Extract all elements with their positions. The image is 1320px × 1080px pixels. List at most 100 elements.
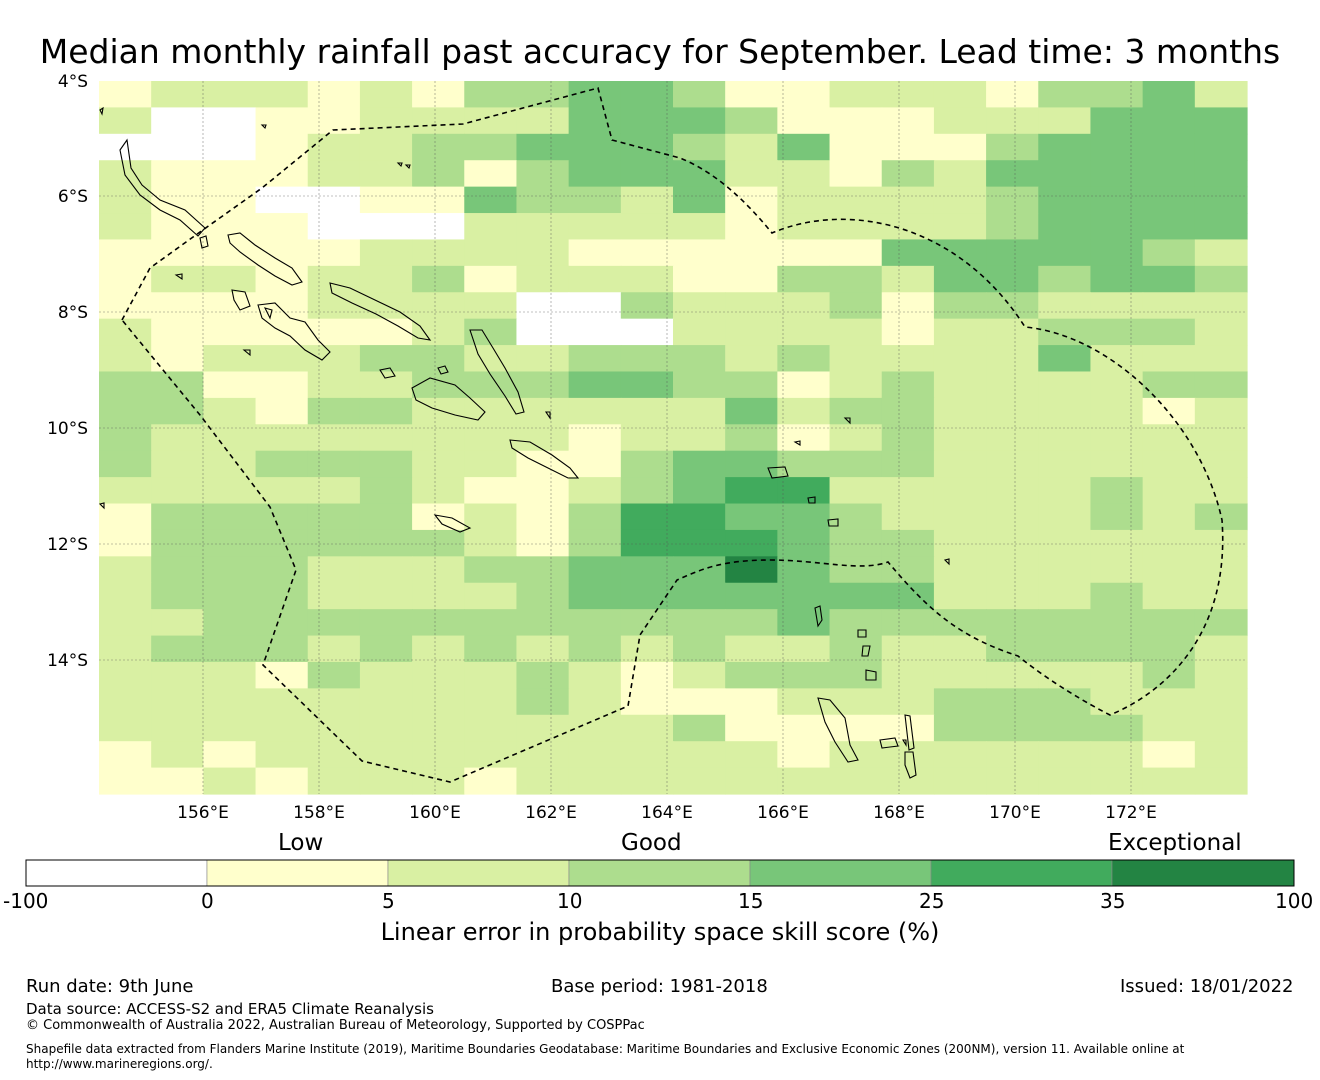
skill-cell [151,239,204,267]
skill-cell [829,767,883,795]
skill-cell [464,582,518,610]
skill-cell [829,609,883,637]
skill-cell [99,582,152,610]
skill-cell [568,450,622,478]
colorbar-swatch [749,859,932,887]
skill-cell [673,265,726,293]
island-santa-isabel [257,302,331,361]
skill-cell [881,81,935,109]
skill-cell [777,107,831,135]
skill-cell [829,186,883,214]
skill-cell [255,107,309,135]
graticule [99,81,1247,794]
skill-cell [203,477,257,505]
skill-cell [99,529,152,557]
skill-cell [99,133,152,161]
run-date: Run date: 9th June [26,976,194,997]
skill-cell [568,213,622,241]
skill-cell [725,661,778,689]
skill-cell [99,160,152,188]
island-florida [379,367,396,379]
island-choiseul [329,282,432,341]
skill-cell [1090,556,1144,584]
skill-cell [464,133,518,161]
skill-cell [307,688,361,716]
skill-cell [777,397,831,425]
skill-cell [412,265,465,293]
skill-cell [412,741,465,769]
colorbar-swatch [387,859,570,887]
skill-cell [620,292,674,320]
skill-cell [725,160,778,188]
skill-cell [933,503,987,531]
skill-cell [986,609,1039,637]
skill-cell [725,371,778,399]
skill-cell [464,477,518,505]
skill-cell [1142,345,1196,373]
longitude-label: 166°E [757,803,809,823]
skill-cell [1194,767,1248,795]
skill-cell [203,556,257,584]
island-small-4 [242,349,251,357]
island-savo [437,365,449,375]
skill-cell [933,292,987,320]
skill-cell [1038,133,1092,161]
skill-cell [412,81,465,109]
skill-cell [1090,213,1144,241]
skill-cell [829,213,883,241]
skill-cell [359,345,413,373]
colorbar-outline [25,859,1295,887]
skill-cell [1090,503,1144,531]
skill-cell [725,81,778,109]
skill-cell [986,767,1039,795]
skill-cell [412,133,465,161]
skill-cell [99,371,152,399]
skill-cell [99,635,152,663]
skill-cell [673,477,726,505]
skill-cell [307,556,361,584]
skill-cell [151,133,204,161]
skill-cell [203,767,257,795]
skill-cell [933,213,987,241]
skill-cell [725,397,778,425]
skill-cell [516,265,570,293]
skill-cell [568,714,622,742]
skill-cell [99,239,152,267]
skill-cell [151,688,204,716]
skill-cell [203,107,257,135]
longitude-label: 158°E [293,803,345,823]
skill-cell [151,265,204,293]
skill-cell [99,450,152,478]
skill-cell [881,582,935,610]
skill-cell [725,292,778,320]
island-torres [814,605,823,628]
island-bellona [98,502,105,510]
axis-labels: 156°E 158°E 160°E 162°E 164°E 166°E 168°E 170°E… [47,72,1157,823]
skill-cell [725,741,778,769]
skill-cell [1038,529,1092,557]
skill-cell [359,529,413,557]
skill-cell [1142,635,1196,663]
skill-cell [516,318,570,346]
skill-cell [1090,371,1144,399]
skill-cell [1038,239,1092,267]
skill-cell [725,213,778,241]
skill-cell [307,529,361,557]
skill-cell [99,661,152,689]
skill-cell [881,265,935,293]
skill-cell [933,529,987,557]
skill-cell [203,345,257,373]
skill-cell [1090,265,1144,293]
skill-cell [568,529,622,557]
skill-cell [255,160,309,188]
skill-cell [881,424,935,452]
skill-cell [1038,397,1092,425]
skill-cell [203,582,257,610]
skill-cell [620,186,674,214]
colorbar-tick: 10 [557,889,583,913]
skill-cell [1038,213,1092,241]
skill-cell [986,714,1039,742]
skill-grid [99,81,1248,795]
skill-cell [881,397,935,425]
skill-cell [1090,714,1144,742]
